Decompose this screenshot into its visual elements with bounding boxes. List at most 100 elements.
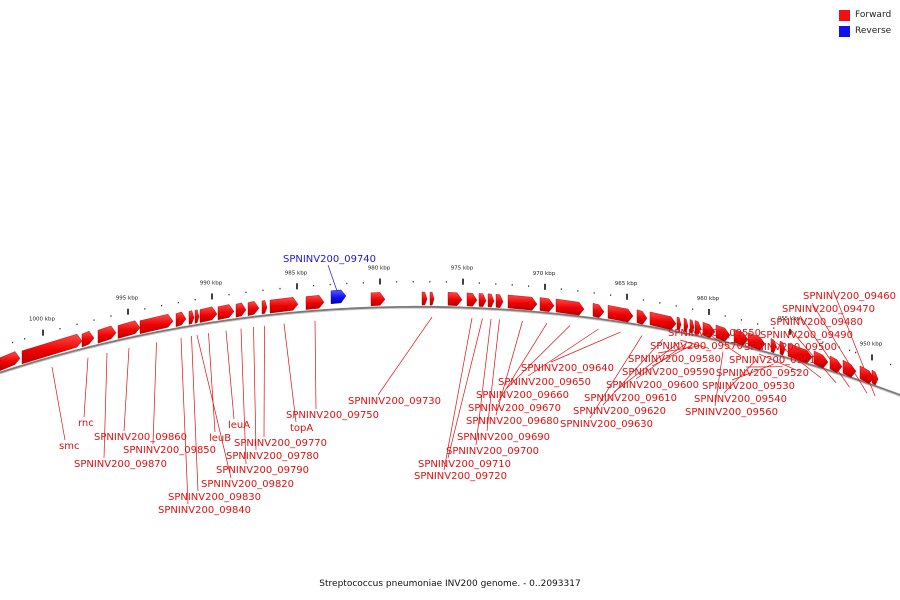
gene-label[interactable]: topA: [290, 423, 313, 434]
forward-gene-arrow[interactable]: [747, 332, 766, 351]
gene-label[interactable]: SPNINV200_09520: [716, 368, 809, 379]
gene-label[interactable]: SPNINV200_09840: [158, 505, 251, 516]
gene-label[interactable]: SPNINV200_09650: [498, 377, 591, 388]
gene-label[interactable]: SPNINV200_09570: [650, 341, 743, 352]
gene-feature[interactable]: [842, 359, 857, 378]
gene-features[interactable]: [0, 289, 879, 386]
forward-gene-arrow[interactable]: [689, 319, 695, 334]
gene-feature[interactable]: [733, 328, 749, 346]
forward-gene-arrow[interactable]: [733, 328, 749, 346]
gene-feature[interactable]: [194, 309, 200, 324]
gene-feature[interactable]: [683, 317, 689, 333]
gene-label[interactable]: SPNINV200_09630: [560, 419, 653, 430]
gene-feature[interactable]: [636, 309, 648, 325]
gene-label[interactable]: SPNINV200_09700: [446, 446, 539, 457]
gene-feature[interactable]: [370, 292, 386, 307]
forward-gene-arrow[interactable]: [779, 340, 786, 356]
gene-label[interactable]: SPNINV200_09470: [782, 304, 875, 315]
gene-label[interactable]: SPNINV200_09790: [216, 465, 309, 476]
forward-gene-arrow[interactable]: [447, 292, 463, 306]
forward-gene-arrow[interactable]: [842, 359, 857, 378]
forward-gene-arrow[interactable]: [702, 321, 716, 339]
forward-gene-arrow[interactable]: [370, 292, 386, 307]
gene-feature[interactable]: [261, 300, 268, 315]
gene-label[interactable]: SPNINV200_09730: [348, 396, 441, 407]
gene-feature[interactable]: [555, 298, 585, 316]
gene-label[interactable]: rnc: [78, 418, 94, 429]
gene-label[interactable]: SPNINV200_09720: [414, 471, 507, 482]
gene-feature[interactable]: [235, 302, 247, 318]
gene-label[interactable]: SPNINV200_09480: [770, 317, 863, 328]
gene-feature[interactable]: [715, 324, 731, 342]
forward-gene-arrow[interactable]: [539, 297, 555, 313]
forward-gene-arrow[interactable]: [694, 320, 702, 335]
gene-feature[interactable]: [175, 311, 187, 327]
gene-label[interactable]: SPNINV200_09770: [234, 438, 327, 449]
gene-feature[interactable]: [607, 305, 634, 323]
forward-gene-arrow[interactable]: [261, 300, 268, 315]
forward-gene-arrow[interactable]: [188, 310, 195, 325]
gene-feature[interactable]: [217, 304, 235, 321]
gene-label[interactable]: SPNINV200_09670: [468, 403, 561, 414]
gene-feature[interactable]: [0, 351, 21, 372]
gene-feature[interactable]: [507, 294, 538, 311]
gene-feature[interactable]: [269, 297, 299, 314]
gene-label[interactable]: SPNINV200_09680: [466, 416, 559, 427]
gene-feature[interactable]: [539, 297, 555, 313]
gene-feature[interactable]: [117, 320, 141, 339]
gene-feature[interactable]: [779, 340, 786, 356]
forward-gene-arrow[interactable]: [507, 294, 538, 311]
forward-gene-arrow[interactable]: [607, 305, 634, 323]
forward-gene-arrow[interactable]: [649, 311, 677, 330]
gene-feature[interactable]: [813, 350, 829, 369]
gene-label[interactable]: SPNINV200_09860: [94, 432, 187, 443]
forward-gene-arrow[interactable]: [715, 324, 731, 342]
gene-label[interactable]: SPNINV200_09710: [418, 459, 511, 470]
forward-gene-arrow[interactable]: [199, 306, 218, 323]
forward-gene-arrow[interactable]: [683, 317, 689, 333]
forward-gene-arrow[interactable]: [117, 320, 141, 339]
gene-feature[interactable]: [97, 325, 117, 344]
forward-gene-arrow[interactable]: [305, 295, 325, 310]
forward-gene-arrow[interactable]: [871, 369, 879, 386]
gene-feature[interactable]: [694, 320, 702, 335]
forward-gene-arrow[interactable]: [97, 325, 117, 344]
gene-label[interactable]: SPNINV200_09560: [685, 407, 778, 418]
gene-feature[interactable]: [676, 316, 682, 331]
forward-gene-arrow[interactable]: [676, 316, 682, 331]
gene-feature[interactable]: [421, 291, 428, 306]
gene-feature[interactable]: [487, 293, 495, 308]
gene-label[interactable]: leuB: [209, 433, 231, 444]
forward-gene-arrow[interactable]: [466, 292, 478, 307]
forward-gene-arrow[interactable]: [0, 351, 21, 372]
forward-gene-arrow[interactable]: [555, 298, 585, 316]
gene-label[interactable]: leuA: [228, 420, 250, 431]
gene-feature[interactable]: [21, 333, 83, 365]
gene-feature[interactable]: [787, 343, 813, 364]
gene-label[interactable]: SPNINV200_09550: [668, 328, 761, 339]
forward-gene-arrow[interactable]: [829, 355, 843, 373]
forward-gene-arrow[interactable]: [217, 304, 235, 321]
gene-label[interactable]: SPNINV200_09690: [457, 432, 550, 443]
forward-gene-arrow[interactable]: [495, 293, 504, 308]
forward-gene-arrow[interactable]: [235, 302, 247, 318]
forward-gene-arrow[interactable]: [21, 333, 83, 365]
reverse-gene-arrow[interactable]: [330, 289, 347, 305]
gene-label[interactable]: SPNINV200_09490: [760, 330, 853, 341]
gene-label[interactable]: SPNINV200_09500: [744, 342, 837, 353]
forward-gene-arrow[interactable]: [636, 309, 648, 325]
gene-label[interactable]: SPNINV200_09640: [521, 363, 614, 374]
gene-feature[interactable]: [829, 355, 843, 373]
gene-feature[interactable]: [770, 338, 777, 354]
gene-feature[interactable]: [81, 330, 95, 348]
forward-gene-arrow[interactable]: [478, 293, 487, 307]
gene-label[interactable]: SPNINV200_09740: [283, 254, 376, 265]
forward-gene-arrow[interactable]: [429, 291, 435, 306]
gene-label[interactable]: SPNINV200_09870: [74, 459, 167, 470]
gene-feature[interactable]: [495, 293, 504, 308]
gene-label[interactable]: SPNINV200_09750: [286, 410, 379, 421]
forward-gene-arrow[interactable]: [175, 311, 187, 327]
forward-gene-arrow[interactable]: [592, 303, 605, 319]
gene-label[interactable]: smc: [59, 441, 79, 452]
forward-gene-arrow[interactable]: [421, 291, 428, 306]
